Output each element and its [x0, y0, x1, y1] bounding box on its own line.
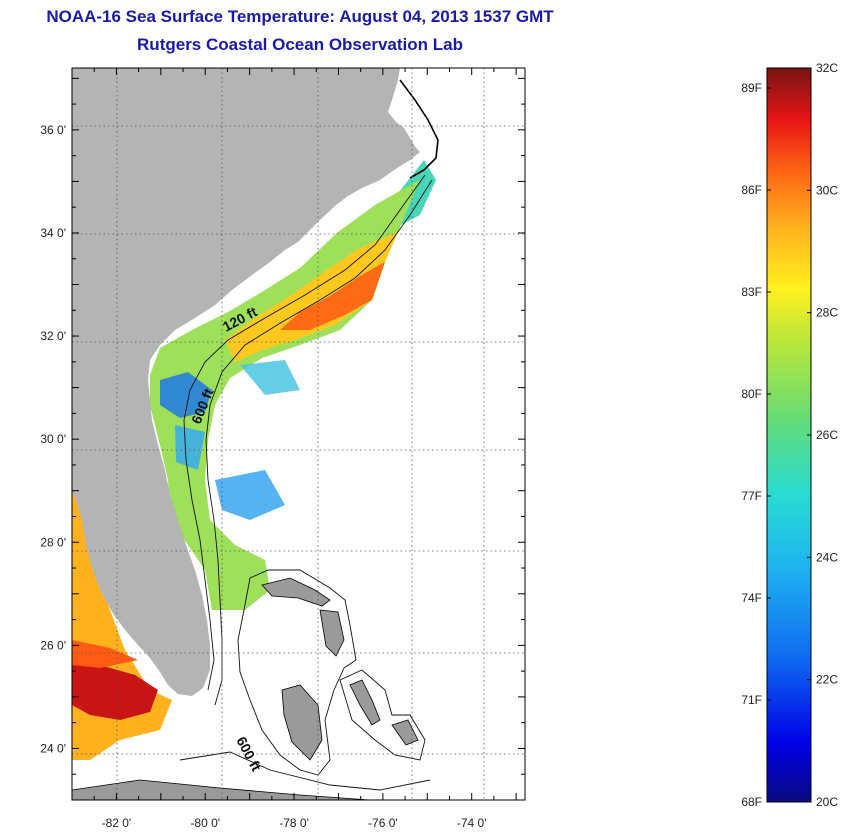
- colorbar-f-label: 83F: [741, 285, 762, 299]
- colorbar-f-label: 71F: [741, 693, 762, 707]
- lat-tick-label: 28 0': [40, 535, 66, 549]
- map-frame: [71, 67, 526, 801]
- lat-tick-label: 30 0': [40, 432, 66, 446]
- colorbar-f-label: 68F: [741, 795, 762, 809]
- lon-tick-label: -78 0': [279, 816, 309, 830]
- lat-tick-label: 26 0': [40, 638, 66, 652]
- sst-gulf-hot: [72, 660, 158, 720]
- sst-swath-warm: [225, 232, 398, 362]
- sst-cool-patch-1: [160, 372, 212, 418]
- bahamas-abaco: [319, 609, 345, 657]
- isobath-600ft: [205, 179, 433, 706]
- bahamas-grand-bahama: [261, 577, 331, 607]
- lon-tick-label: -82 0': [102, 816, 132, 830]
- colorbar-celsius-scale: 32C 30C 28C 26C 24C 22C 20C: [807, 61, 838, 809]
- graticule: [72, 68, 525, 800]
- axis-labels: 36 0' 34 0' 32 0' 30 0' 28 0' 26 0' 24 0' -82 0…: [40, 123, 486, 830]
- lon-tick-label: -76 0': [368, 816, 398, 830]
- sst-gulf-orange: [72, 640, 138, 668]
- sst-cool-patch-2: [175, 425, 205, 470]
- isobath-label-600ft-bahamas: 600 ft: [233, 734, 264, 774]
- outer-banks: [399, 79, 439, 179]
- isobath-bahamas-east: [339, 669, 426, 761]
- lat-tick-label: 36 0': [40, 123, 66, 137]
- bahamas-andros: [281, 684, 323, 761]
- colorbar-c-label: 32C: [816, 61, 838, 75]
- isobath-120ft: [183, 174, 426, 691]
- colorbar-c-label: 22C: [816, 673, 838, 687]
- colorbar-c-label: 28C: [816, 306, 838, 320]
- colorbar-c-label: 24C: [816, 550, 838, 564]
- colorbar-gradient: [766, 67, 812, 803]
- land-layer: [72, 68, 439, 800]
- bahamas-eleuthera: [349, 679, 381, 726]
- colorbar-f-label: 80F: [741, 387, 762, 401]
- colorbar-f-label: 74F: [741, 591, 762, 605]
- lat-tick-label: 32 0': [40, 329, 66, 343]
- colorbar-fahrenheit-scale: 89F 86F 83F 80F 77F 74F 71F 68F: [741, 81, 771, 809]
- colorbar-c-label: 20C: [816, 795, 838, 809]
- sst-map: 120 ft 600 ft 600 ft 36 0'34 0'32 0'30 0…: [40, 67, 526, 830]
- sst-cool-patch-3: [215, 470, 285, 520]
- colorbar-f-label: 86F: [741, 183, 762, 197]
- lat-tick-label: 24 0': [40, 741, 66, 755]
- sst-cool-patch-4: [240, 360, 300, 395]
- colorbar-c-label: 26C: [816, 428, 838, 442]
- sst-swath-gulfstream: [280, 262, 385, 330]
- axis-ticks: [72, 68, 525, 800]
- cuba-coast: [72, 779, 371, 800]
- bahamas-exuma: [391, 719, 419, 746]
- us-mainland: [72, 68, 420, 696]
- colorbar: 89F 86F 83F 80F 77F 74F 71F 68F 32C 30C 28C 26C 24C…: [741, 61, 838, 809]
- isobath-bahamas-bank: [237, 569, 357, 776]
- colorbar-c-label: 30C: [816, 183, 838, 197]
- colorbar-f-label: 89F: [741, 81, 762, 95]
- sst-swath-layer: [72, 160, 436, 760]
- map-title: NOAA-16 Sea Surface Temperature: August …: [46, 7, 554, 26]
- lon-tick-label: -74 0': [457, 816, 487, 830]
- map-subtitle: Rutgers Coastal Ocean Observation Lab: [137, 35, 463, 54]
- lat-tick-label: 34 0': [40, 226, 66, 240]
- colorbar-f-label: 77F: [741, 489, 762, 503]
- lon-tick-label: -80 0': [190, 816, 220, 830]
